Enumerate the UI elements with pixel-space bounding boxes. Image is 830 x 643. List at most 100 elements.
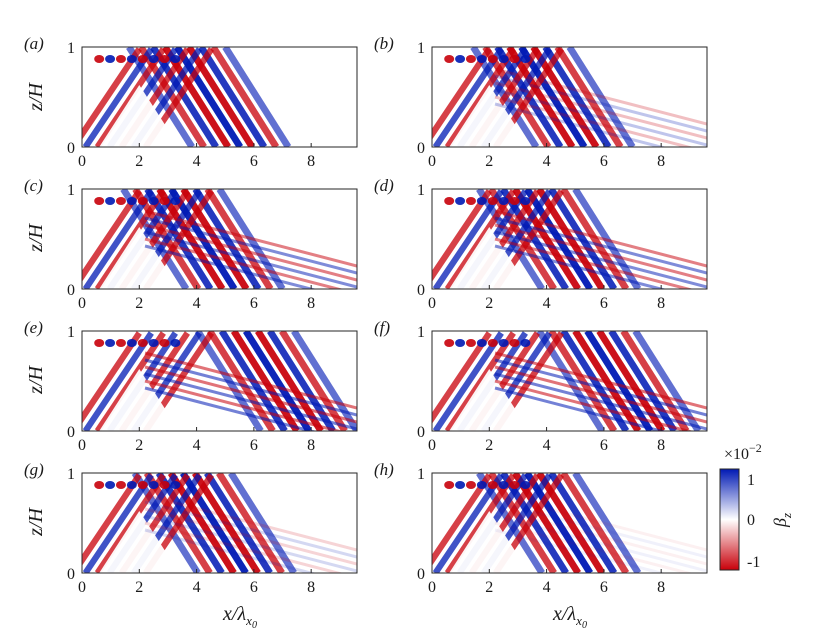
xtick-label: 6	[600, 579, 608, 596]
interaction-cell	[94, 55, 105, 63]
panel-label: (h)	[374, 460, 394, 479]
xtick-label: 4	[543, 153, 551, 170]
interaction-cell	[126, 481, 137, 489]
interaction-cell	[465, 339, 476, 347]
beam-stripe	[548, 189, 618, 289]
xtick-label: 4	[193, 153, 201, 170]
beam-stripe	[560, 473, 630, 573]
wave-field	[432, 331, 707, 431]
interaction-cell	[476, 339, 487, 347]
secondary-beam	[144, 237, 344, 289]
ytick-label: 0	[67, 140, 75, 157]
xtick-label: 6	[600, 295, 608, 312]
xtick-label: 8	[307, 579, 315, 596]
xtick-label: 2	[135, 437, 143, 454]
xtick-label: 8	[307, 295, 315, 312]
wave-field	[432, 47, 707, 147]
xtick-label: 2	[485, 437, 493, 454]
interaction-cell	[520, 481, 531, 489]
panel-label: (b)	[374, 34, 394, 53]
secondary-beam	[494, 88, 707, 147]
panel-c: 0 2 4 6 8 0 1 (c)	[24, 176, 358, 312]
beam-stripe	[566, 47, 636, 147]
secondary-beam	[494, 95, 694, 147]
ytick-label: 1	[417, 40, 425, 57]
ylabel-row2: z/H	[25, 223, 47, 253]
ytick-label: 0	[67, 282, 75, 299]
xtick-label: 0	[78, 295, 86, 312]
beam-stripe	[191, 473, 261, 573]
xtick-label: 4	[193, 579, 201, 596]
quiet-triangle	[449, 369, 530, 431]
beam-stripe	[432, 473, 492, 566]
xtick-label: 8	[307, 153, 315, 170]
xtick-label: 4	[193, 295, 201, 312]
beam-stripe	[167, 473, 237, 573]
interaction-cell	[137, 55, 148, 63]
beam-stripe	[82, 47, 154, 147]
quiet-triangle	[449, 227, 530, 289]
secondary-beam	[144, 379, 344, 431]
secondary-beam	[144, 514, 357, 573]
colorbar-label: βz	[770, 513, 794, 528]
beam-stripe	[572, 473, 642, 573]
secondary-beam	[144, 528, 317, 573]
beam-stripe	[444, 473, 516, 573]
secondary-beam	[144, 372, 357, 431]
interaction-cell	[148, 339, 159, 347]
panel-frame	[81, 188, 358, 290]
beam-stripe	[82, 189, 142, 282]
wave-field	[432, 473, 707, 573]
xtick-label: 8	[657, 153, 665, 170]
panel-frame	[81, 472, 358, 574]
beam-stripe	[94, 331, 166, 431]
interaction-cell	[476, 55, 487, 63]
quiet-triangle	[449, 85, 530, 147]
secondary-beam	[494, 379, 694, 431]
interaction-cell	[115, 481, 126, 489]
panel-label: (a)	[24, 34, 44, 53]
beam-stripe	[204, 473, 273, 573]
xlabel-right: x/λx0	[552, 603, 587, 631]
interaction-cell	[115, 197, 126, 205]
ytick-label: 0	[67, 424, 75, 441]
secondary-beam	[494, 216, 707, 275]
xtick-label: 6	[250, 295, 258, 312]
xtick-label: 2	[135, 579, 143, 596]
xtick-label: 4	[543, 437, 551, 454]
interaction-cell	[137, 481, 148, 489]
interaction-cell	[170, 339, 181, 347]
interaction-cell	[148, 481, 159, 489]
wave-field	[82, 189, 357, 289]
interaction-cell	[137, 197, 148, 205]
panel-frame	[431, 46, 708, 148]
xtick-label: 4	[543, 295, 551, 312]
beam-stripe	[180, 189, 250, 289]
panel-frame	[431, 472, 708, 574]
beam-stripe	[432, 47, 504, 147]
xtick-label: 0	[78, 579, 86, 596]
secondary-beam	[494, 244, 667, 289]
quiet-triangle	[99, 369, 180, 431]
xtick-label: 0	[428, 437, 436, 454]
wave-field	[82, 473, 357, 573]
colorbar-exponent: ×10−2	[724, 441, 762, 463]
xtick-label: 2	[485, 579, 493, 596]
xtick-label: 2	[485, 295, 493, 312]
secondary-beam	[494, 493, 707, 552]
secondary-beam	[494, 521, 694, 573]
ylabel-row1: z/H	[25, 82, 47, 112]
panel-d: 0 2 4 6 8 0 1 (d)	[374, 176, 708, 312]
xtick-label: 2	[135, 295, 143, 312]
xtick-label: 0	[428, 153, 436, 170]
xtick-label: 2	[485, 153, 493, 170]
secondary-beam	[494, 514, 707, 573]
xtick-label: 8	[657, 579, 665, 596]
interaction-cell	[148, 197, 159, 205]
secondary-beam	[494, 230, 707, 289]
beam-stripe	[432, 47, 492, 140]
interaction-cell	[487, 55, 498, 63]
ytick-label: 0	[417, 566, 425, 583]
secondary-beam	[144, 521, 344, 573]
ylabels: z/H z/H z/H z/H	[25, 82, 47, 537]
